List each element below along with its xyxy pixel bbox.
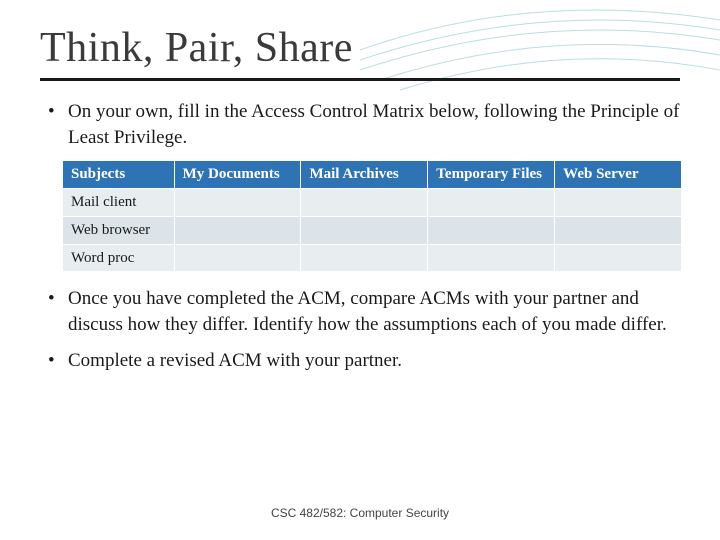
col-header-mydocs: My Documents <box>174 161 301 189</box>
row-label-mailclient: Mail client <box>63 189 175 217</box>
title-underline <box>40 78 680 81</box>
bullet-item: Once you have completed the ACM, compare… <box>46 286 680 337</box>
table-header-row: Subjects My Documents Mail Archives Temp… <box>63 161 682 189</box>
table-cell <box>174 216 301 244</box>
bullet-list-bottom: Once you have completed the ACM, compare… <box>40 286 680 373</box>
slide: Think, Pair, Share On your own, fill in … <box>0 0 720 540</box>
table-cell <box>428 216 555 244</box>
table-row: Word proc <box>63 244 682 272</box>
table-cell <box>301 244 428 272</box>
table-cell <box>301 216 428 244</box>
slide-footer: CSC 482/582: Computer Security <box>0 506 720 520</box>
bullet-list-top: On your own, fill in the Access Control … <box>40 99 680 150</box>
slide-title: Think, Pair, Share <box>40 24 680 72</box>
col-header-mail: Mail Archives <box>301 161 428 189</box>
col-header-temp: Temporary Files <box>428 161 555 189</box>
row-label-webbrowser: Web browser <box>63 216 175 244</box>
table-cell <box>301 189 428 217</box>
table-cell <box>555 244 682 272</box>
row-label-wordproc: Word proc <box>63 244 175 272</box>
bullet-item: On your own, fill in the Access Control … <box>46 99 680 150</box>
table-row: Web browser <box>63 216 682 244</box>
table-cell <box>555 216 682 244</box>
table-cell <box>174 189 301 217</box>
bullet-item: Complete a revised ACM with your partner… <box>46 348 680 374</box>
table-cell <box>174 244 301 272</box>
table-cell <box>428 189 555 217</box>
acm-table: Subjects My Documents Mail Archives Temp… <box>62 160 682 272</box>
col-header-subjects: Subjects <box>63 161 175 189</box>
table-cell <box>555 189 682 217</box>
col-header-web: Web Server <box>555 161 682 189</box>
table-row: Mail client <box>63 189 682 217</box>
table-cell <box>428 244 555 272</box>
